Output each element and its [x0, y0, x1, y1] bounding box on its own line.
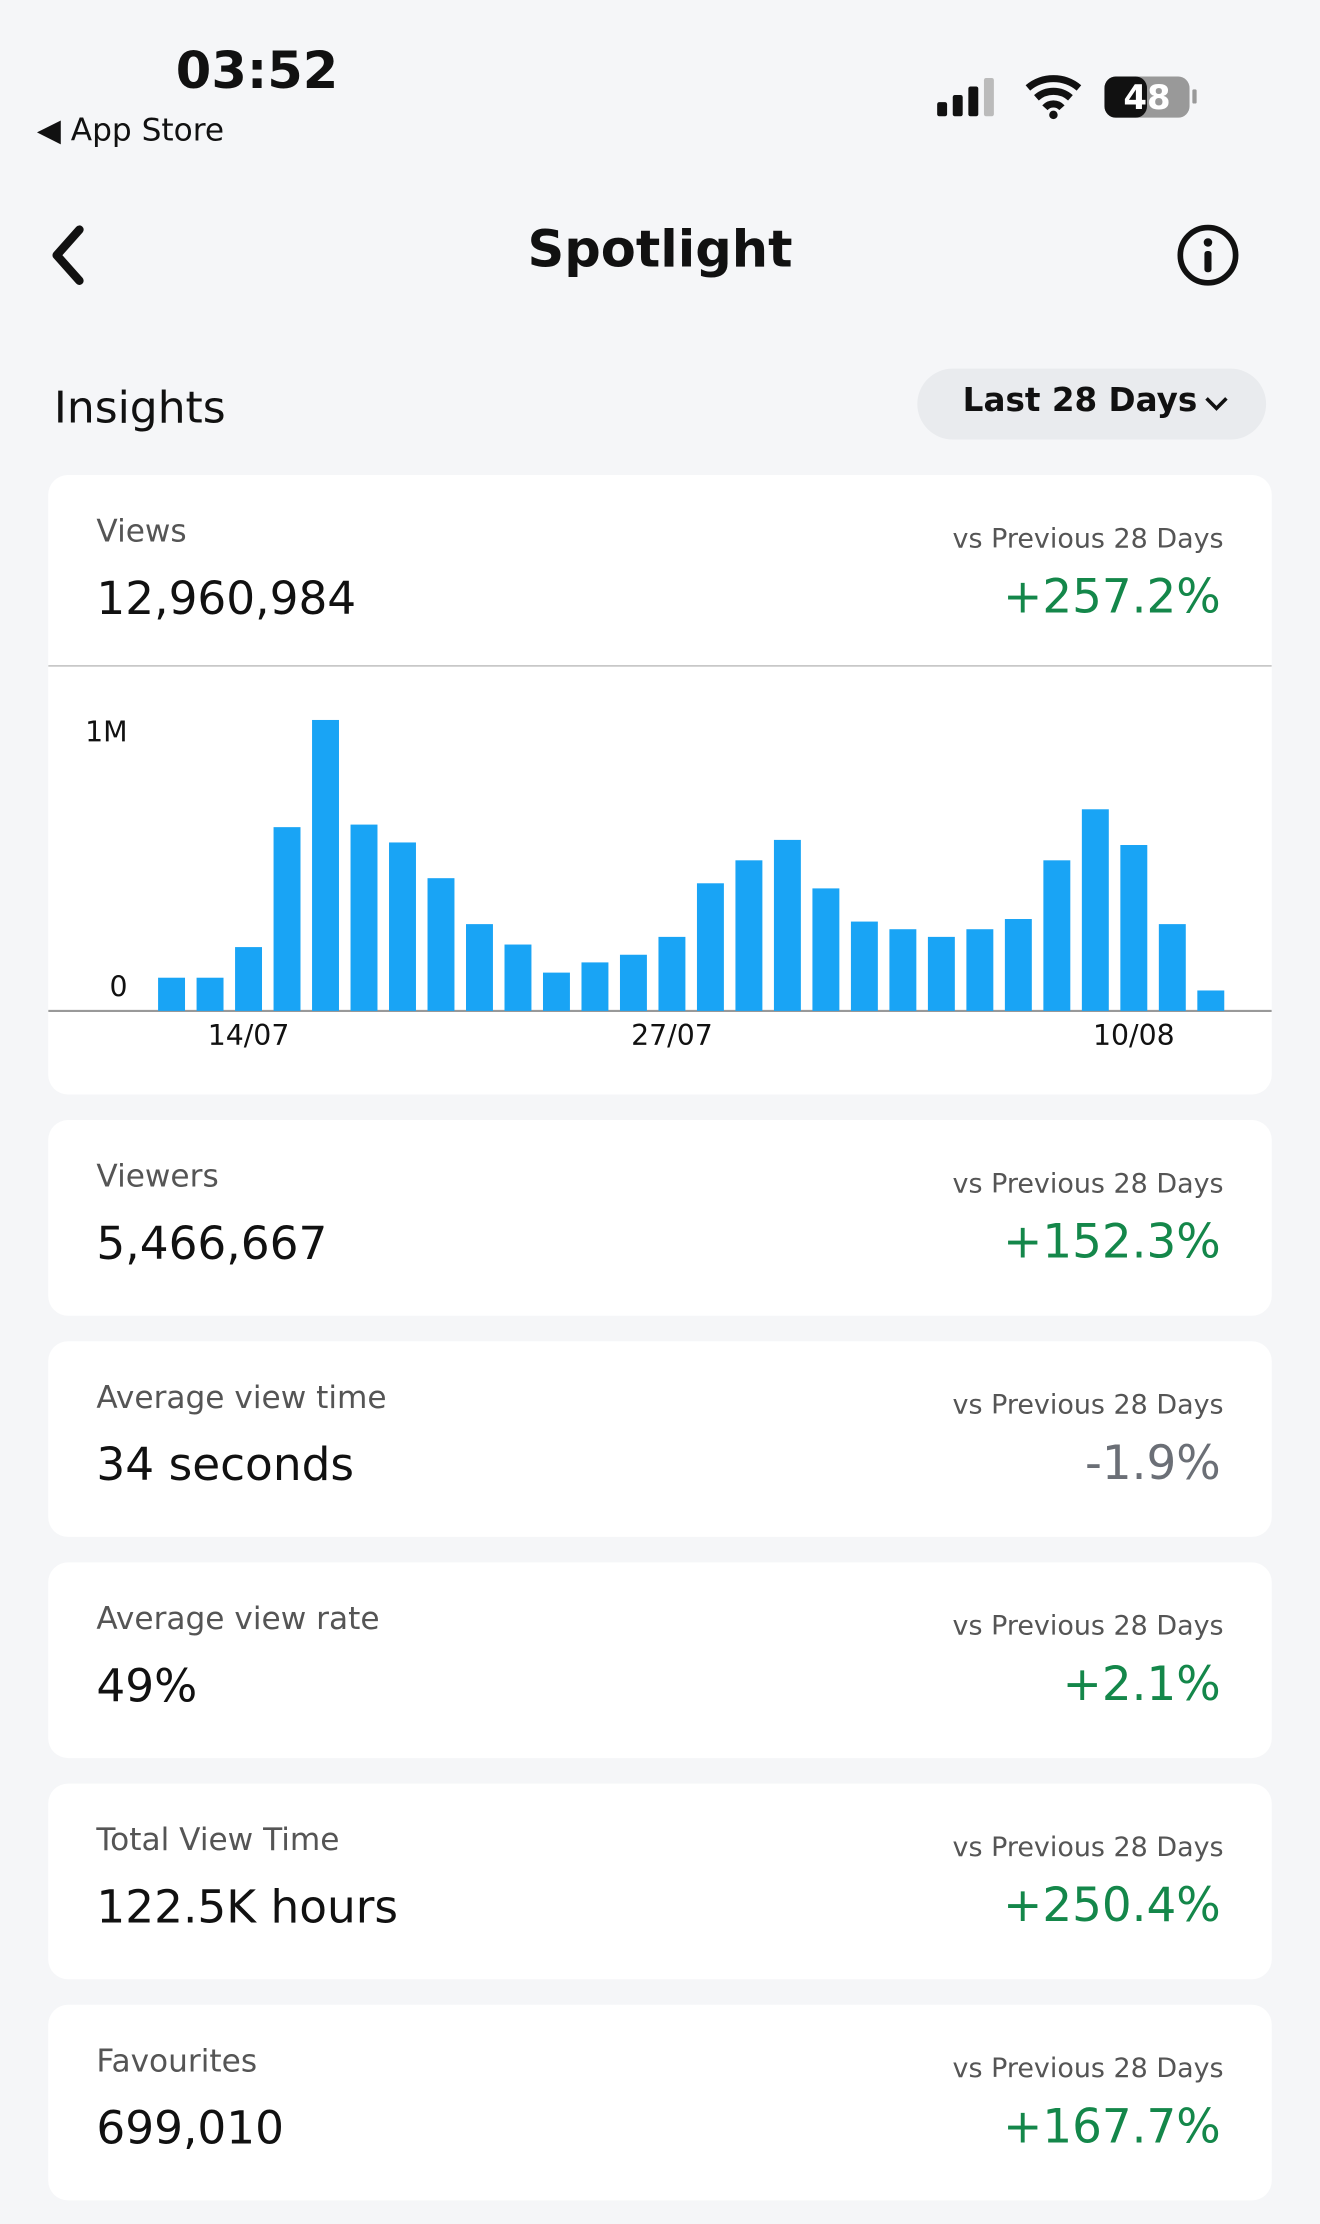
- back-to-app[interactable]: ◀ App Store: [37, 113, 224, 148]
- status-icons: 48: [937, 75, 1197, 120]
- metric-label: Favourites: [96, 2044, 258, 2080]
- bar: [696, 883, 724, 1011]
- chevron: [1205, 397, 1228, 411]
- bar: [658, 936, 686, 1011]
- metric-value: 122.5K hours: [96, 1880, 399, 1934]
- bar: [850, 921, 878, 1011]
- compare-label: vs Previous 28 Days: [952, 1610, 1224, 1642]
- metric-card: Average view time 34 seconds vs Previous 2…: [48, 1341, 1272, 1537]
- change-value: +152.3%: [1003, 1213, 1221, 1269]
- bar: [1004, 919, 1032, 1011]
- bar: [196, 977, 224, 1011]
- bar: [466, 924, 493, 1011]
- bar: [619, 954, 647, 1011]
- bar: [389, 842, 416, 1011]
- bar: [158, 977, 186, 1011]
- metric-card: Viewers 5,466,667 vs Previous 28 Days +152.…: [48, 1120, 1272, 1316]
- bar: [273, 827, 301, 1011]
- bar: [812, 888, 840, 1011]
- back-arrow: ◀: [36, 113, 71, 149]
- bar: [773, 839, 801, 1011]
- bar: [889, 929, 917, 1011]
- bar: [966, 929, 994, 1011]
- metric-label: Average view rate: [96, 1602, 380, 1638]
- bar: [427, 878, 455, 1011]
- status-time: 03:52: [175, 42, 339, 101]
- x-tick-label: 27/07: [631, 1019, 713, 1052]
- compare-label: vs Previous 28 Days: [952, 1831, 1224, 1863]
- change-value: +2.1%: [1062, 1655, 1221, 1712]
- compare-label: vs Previous 28 Days: [952, 1168, 1224, 1200]
- bar: [927, 936, 955, 1011]
- range-dropdown[interactable]: Last 28 Days: [917, 368, 1267, 440]
- bar: [1158, 924, 1186, 1011]
- metric-value: 49%: [96, 1658, 198, 1713]
- compare-label: vs Previous 28 Days: [952, 1389, 1224, 1421]
- metric-card: Average view rate 49% vs Previous 28 Days +…: [48, 1562, 1272, 1759]
- metric-value: 12,960,984: [96, 571, 357, 626]
- metric-value: 699,010: [96, 2101, 285, 2156]
- change-value: +167.7%: [1003, 2098, 1221, 2154]
- x-tick-label: 14/07: [208, 1019, 290, 1052]
- metric-label: Total View Time: [96, 1823, 340, 1859]
- change-value: +257.2%: [1003, 568, 1221, 624]
- y-tick-label: 1M: [85, 716, 128, 749]
- info-button[interactable]: [1175, 223, 1240, 288]
- y-tick-label: 0: [110, 971, 128, 1004]
- bar: [581, 962, 609, 1011]
- metric-card: Favourites 699,010 vs Previous 28 Days +167…: [48, 2004, 1272, 2201]
- bar: [542, 972, 570, 1011]
- page-title: Spotlight: [527, 221, 793, 280]
- section-title: Insights: [53, 382, 226, 434]
- back-button[interactable]: [43, 224, 100, 286]
- change-value: -1.9%: [1084, 1434, 1221, 1491]
- bar: [1043, 860, 1071, 1011]
- bar: [235, 947, 263, 1011]
- bar: [312, 719, 339, 1011]
- bar-chart: 0 1M 14/07 27/07 10/08: [48, 664, 1272, 1052]
- x-tick-label: 10/08: [1093, 1019, 1175, 1052]
- bar: [1197, 990, 1225, 1011]
- change-value: +250.4%: [1003, 1877, 1221, 1933]
- back-label: App Store: [70, 113, 225, 149]
- compare-label: vs Previous 28 Days: [952, 2052, 1224, 2085]
- bar: [1081, 809, 1109, 1011]
- metric-label: Views: [96, 514, 187, 551]
- metric-card: Views 12,960,984 vs Previous 28 Days +257.2…: [48, 474, 1272, 1095]
- bar: [350, 824, 378, 1011]
- metric-value: 5,466,667: [96, 1216, 328, 1271]
- metric-value: 34 seconds: [96, 1437, 355, 1492]
- metric-card: Total View Time 122.5K hours vs Previous 2…: [48, 1783, 1272, 1980]
- bar: [1120, 845, 1148, 1011]
- metric-label: Average view time: [96, 1380, 387, 1417]
- bar: [504, 944, 532, 1011]
- compare-label: vs Previous 28 Days: [952, 523, 1224, 555]
- metric-label: Viewers: [96, 1159, 219, 1196]
- bar: [735, 860, 763, 1011]
- range-label: Last 28 Days: [962, 382, 1198, 420]
- battery-level: 48: [1123, 78, 1170, 118]
